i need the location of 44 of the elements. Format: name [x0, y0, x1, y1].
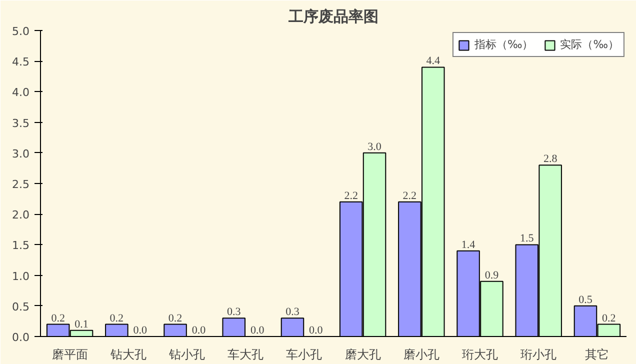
x-tick-label: 磨小孔 — [403, 348, 440, 362]
y-tick-label: 2.0 — [12, 208, 30, 222]
data-label: 0.0 — [250, 324, 265, 336]
y-tick-label: 4.5 — [12, 56, 30, 69]
data-label: 4.4 — [426, 55, 440, 68]
x-tick-label: 车大孔 — [228, 348, 264, 362]
y-tick-label: 3.5 — [12, 116, 30, 130]
y-tick-label: 4.0 — [12, 86, 30, 100]
data-label: 2.2 — [344, 190, 358, 202]
data-label: 2.8 — [543, 153, 558, 166]
y-tick-label: 0.5 — [12, 300, 30, 314]
data-label: 0.2 — [168, 312, 182, 324]
chart-title: 工序废品率图 — [288, 8, 378, 26]
data-label: 1.4 — [461, 238, 476, 251]
data-label: 0.5 — [578, 294, 593, 306]
x-tick-label: 磨大孔 — [344, 348, 381, 362]
x-tick-label: 珩大孔 — [462, 348, 498, 362]
x-tick-label: 车小孔 — [286, 348, 322, 362]
data-label: 0.2 — [602, 312, 616, 324]
y-tick-label: 1.5 — [12, 239, 30, 252]
data-label: 0.0 — [133, 324, 148, 336]
y-tick-label: 0.0 — [12, 331, 30, 344]
x-tick-label: 其它 — [585, 348, 610, 362]
data-label: 0.3 — [227, 306, 242, 318]
y-tick-label: 2.5 — [12, 178, 30, 191]
data-label: 0.2 — [110, 312, 124, 324]
data-label: 0.0 — [192, 324, 206, 336]
data-label: 1.5 — [520, 232, 534, 245]
x-tick-label: 珩小孔 — [520, 348, 557, 362]
y-tick-label: 5.0 — [12, 25, 30, 38]
data-label: 0.1 — [74, 318, 88, 330]
data-label: 0.9 — [484, 269, 500, 282]
y-tick-label: 1.0 — [12, 270, 30, 283]
data-label: 0.3 — [286, 306, 300, 318]
data-label: 2.2 — [402, 190, 417, 202]
x-tick-label: 钻小孔 — [168, 348, 205, 362]
data-label: 0.2 — [51, 312, 65, 324]
legend-label: 实际（‰） — [560, 37, 619, 52]
data-label: 3.0 — [368, 140, 382, 153]
data-label: 0.0 — [309, 324, 324, 336]
x-tick-label: 钻大孔 — [109, 348, 146, 362]
x-tick-label: 磨平面 — [52, 348, 88, 362]
legend-label: 指标（‰） — [474, 37, 534, 52]
y-tick-label: 3.0 — [12, 147, 30, 160]
